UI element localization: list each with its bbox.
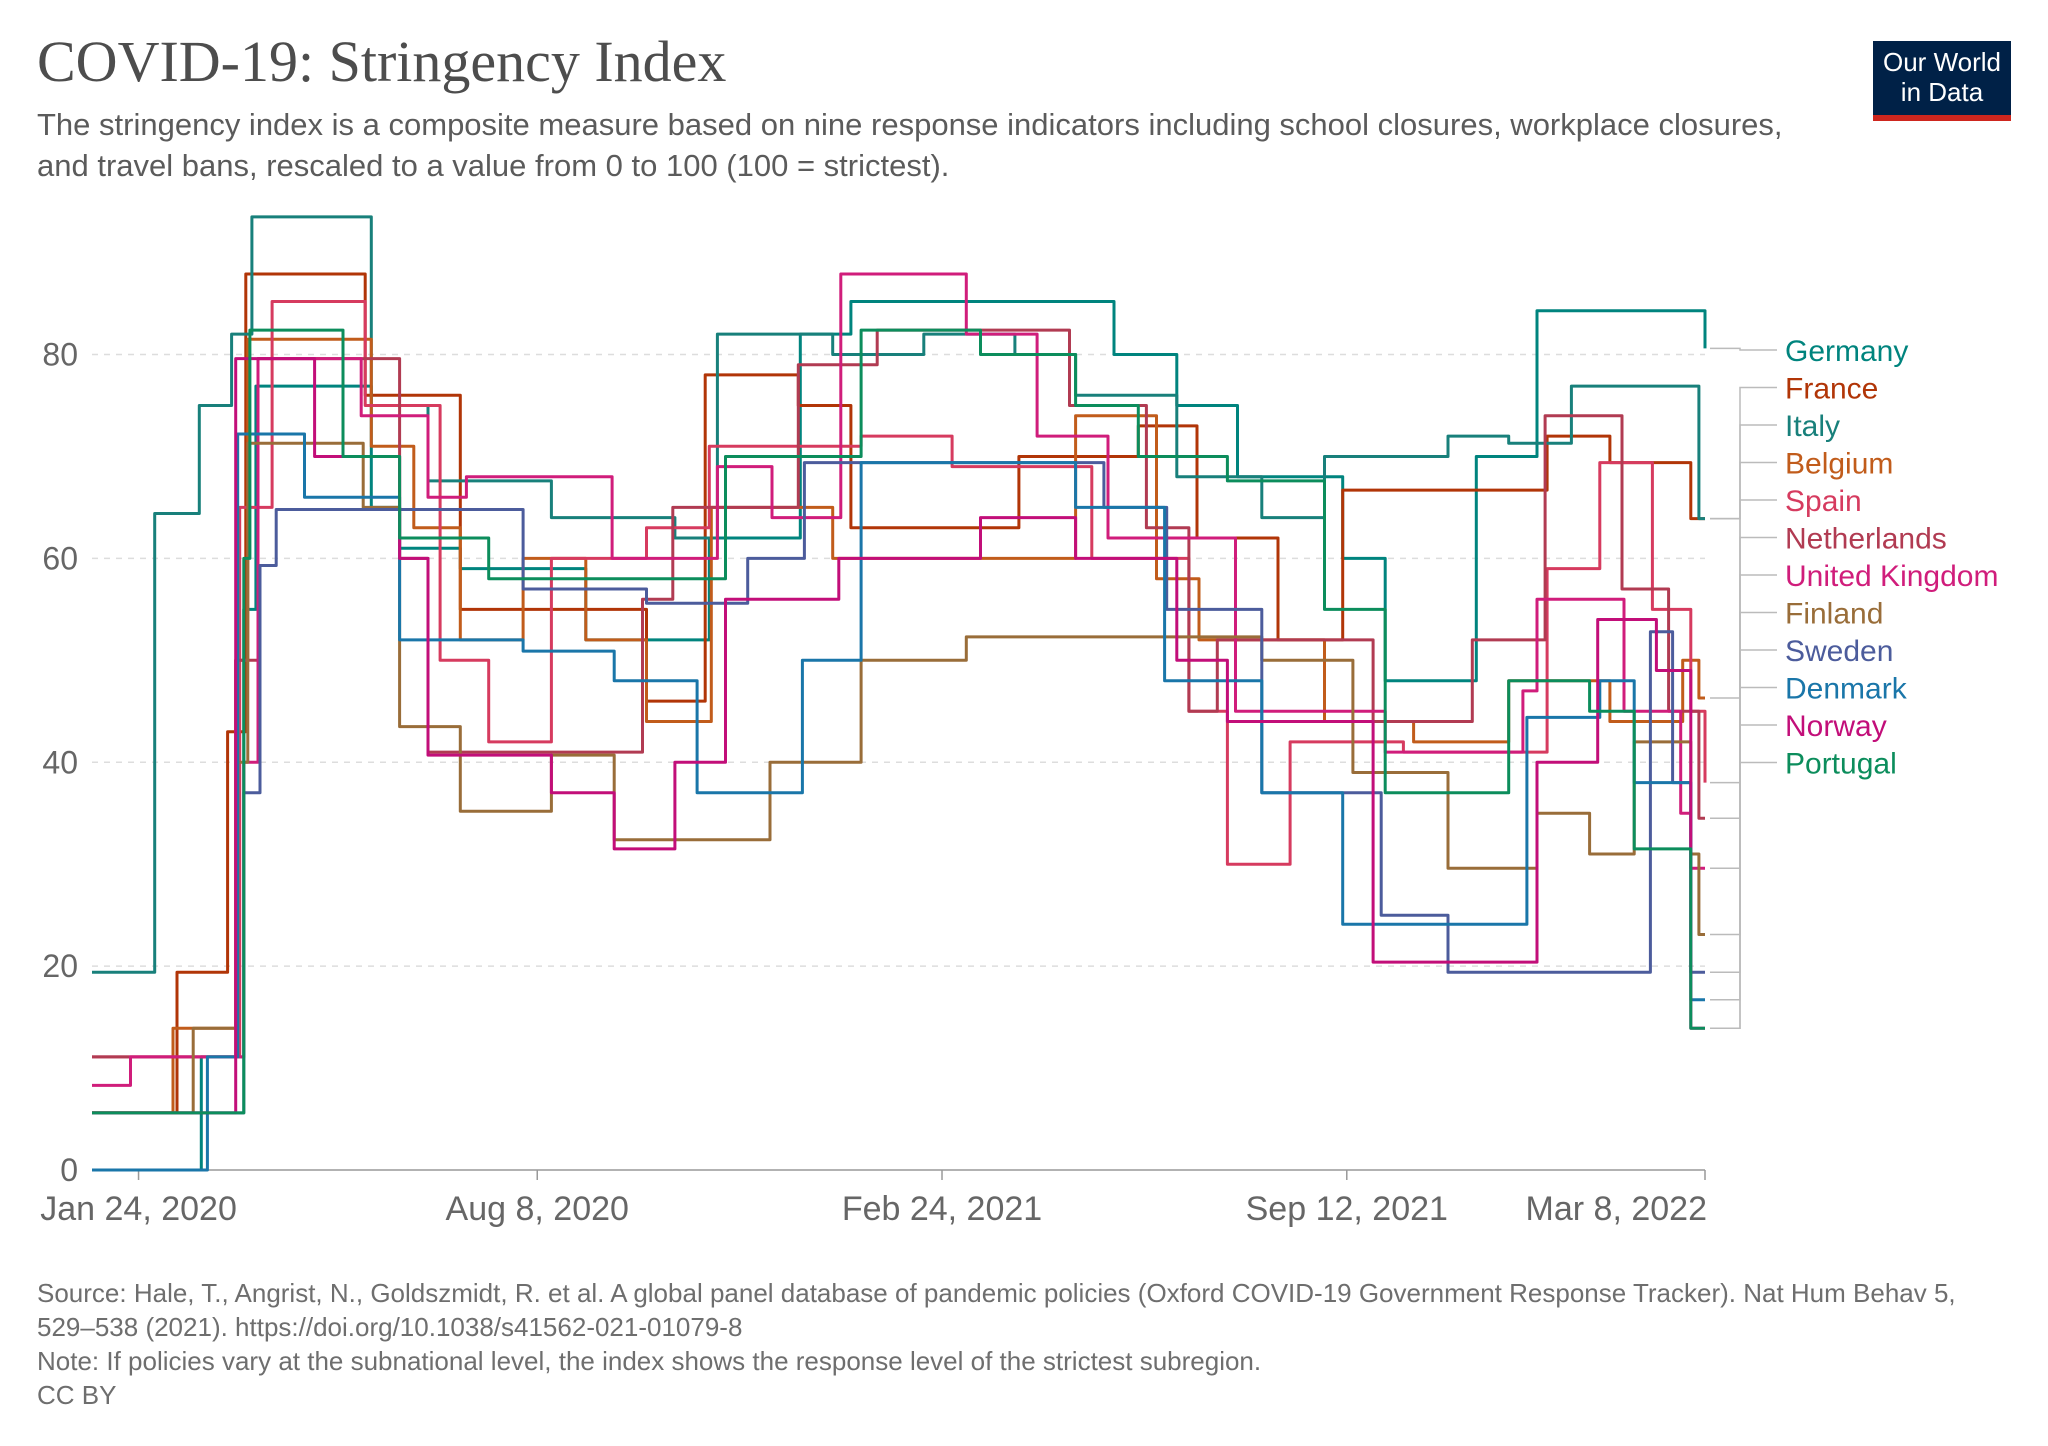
end-label-italy[interactable]: Italy [1785,410,1840,443]
end-label-connector-france [1710,386,1777,520]
chart-subtitle: The stringency index is a composite meas… [37,107,1783,183]
end-label-finland[interactable]: Finland [1785,598,1883,631]
series-lines [92,215,1707,1172]
series-line-italy[interactable] [92,215,1705,974]
series-line-norway[interactable] [92,357,1705,1115]
y-tick-label: 40 [42,744,78,780]
footer: Source: Hale, T., Angrist, N., Goldszmid… [37,1276,1997,1412]
end-label-united-kingdom[interactable]: United Kingdom [1785,560,1998,593]
series-line-finland[interactable] [92,441,1705,1115]
series-line-portugal[interactable] [92,328,1705,1115]
end-label-portugal[interactable]: Portugal [1785,748,1897,781]
y-tick-label: 80 [42,337,78,373]
series-line-netherlands[interactable] [92,328,1705,1059]
end-label-france[interactable]: France [1785,373,1878,406]
end-label-connector-belgium [1710,461,1777,699]
y-tick-label: 0 [60,1152,78,1188]
x-tick-label: Sep 12, 2021 [1246,1190,1448,1228]
x-tick-label: Aug 8, 2020 [446,1190,629,1228]
source-note: Source: Hale, T., Angrist, N., Goldszmid… [37,1278,1956,1342]
end-label-connector-italy [1710,424,1777,520]
end-label-spain[interactable]: Spain [1785,485,1862,518]
series-line-denmark[interactable] [92,432,1705,1172]
end-label-connector-germany [1710,347,1777,351]
logo-line-1: Our World [1883,47,2001,77]
end-label-connector-spain [1710,499,1777,784]
end-label-connector-finland [1710,611,1777,936]
y-tick-label: 60 [42,540,78,576]
series-line-sweden[interactable] [92,461,1705,1115]
end-labels: Germany France Italy Belgium Spain Netherland… [1710,335,1998,1030]
end-label-denmark[interactable]: Denmark [1785,673,1908,706]
logo-accent-bar [1873,115,2011,121]
chart-title: COVID-19: Stringency Index [37,29,727,94]
series-line-germany[interactable] [92,300,1707,1172]
series-line-france[interactable] [92,272,1705,1115]
end-label-belgium[interactable]: Belgium [1785,448,1893,481]
end-label-sweden[interactable]: Sweden [1785,635,1893,668]
owid-logo[interactable]: Our World in Data [1873,41,2011,121]
series-line-spain[interactable] [92,300,1707,1059]
end-label-netherlands[interactable]: Netherlands [1785,523,1947,556]
end-label-connector-netherlands [1710,536,1777,820]
axes: 0 20 40 60 80 Jan 24, 2020 Aug 8, 2020 Feb 24, … [40,337,1707,1228]
end-label-connector-norway [1710,724,1777,1030]
end-label-germany[interactable]: Germany [1785,335,1908,368]
end-label-connector-denmark [1710,686,1777,1001]
end-label-connector-portugal [1710,761,1777,1030]
end-label-connector-united-kingdom [1710,574,1777,870]
x-tick-label: Mar 8, 2022 [1526,1190,1707,1228]
logo-line-2: in Data [1900,77,1984,107]
policy-note: Note: If policies vary at the subnationa… [37,1346,1262,1376]
license-link[interactable]: CC BY [37,1380,117,1410]
x-tick-label: Jan 24, 2020 [40,1190,237,1228]
x-tick-label: Feb 24, 2021 [842,1190,1042,1228]
end-label-norway[interactable]: Norway [1785,710,1887,743]
y-tick-label: 20 [42,948,78,984]
